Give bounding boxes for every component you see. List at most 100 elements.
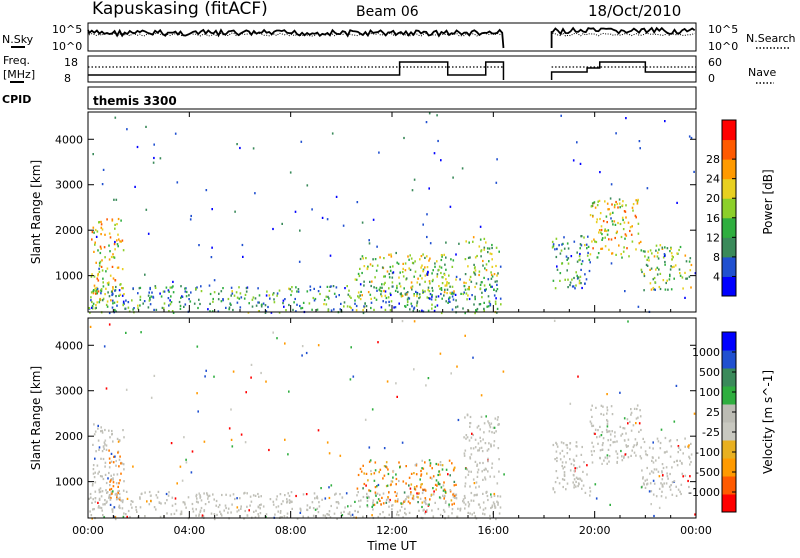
scatter-cell bbox=[490, 422, 493, 425]
nsky-trace bbox=[87, 26, 696, 49]
scatter-cell bbox=[444, 491, 447, 494]
scatter-cell bbox=[275, 498, 278, 501]
scatter-cell bbox=[436, 484, 438, 487]
scatter-cell bbox=[101, 269, 104, 272]
scatter-cell bbox=[457, 418, 460, 422]
scatter-cell bbox=[115, 498, 118, 501]
scatter-cell bbox=[452, 176, 454, 179]
scatter-cell bbox=[403, 491, 406, 494]
scatter-cell bbox=[409, 308, 411, 311]
scatter-cell bbox=[225, 306, 227, 309]
scatter-cell bbox=[113, 301, 116, 304]
scatter-cell bbox=[443, 481, 445, 484]
scatter-cell bbox=[97, 279, 100, 282]
scatter-cell bbox=[439, 463, 442, 467]
scatter-cell bbox=[115, 198, 118, 201]
scatter-cell bbox=[387, 497, 389, 500]
scatter-cell bbox=[144, 515, 146, 518]
scatter-cell bbox=[165, 492, 168, 496]
scatter-cell bbox=[154, 285, 157, 288]
scatter-cell bbox=[183, 501, 186, 504]
scatter-cell bbox=[286, 500, 289, 503]
scatter-cell bbox=[636, 442, 638, 445]
scatter-cell bbox=[311, 308, 313, 311]
scatter-cell bbox=[641, 270, 643, 274]
scatter-cell bbox=[121, 507, 124, 510]
scatter-cell bbox=[478, 270, 481, 273]
scatter-cell bbox=[208, 500, 210, 504]
scatter-cell bbox=[245, 287, 248, 290]
scatter-cell bbox=[477, 503, 480, 506]
scatter-cell bbox=[92, 508, 94, 511]
scatter-cell bbox=[451, 292, 453, 295]
colorbar-swatch bbox=[722, 458, 736, 477]
scatter-cell bbox=[646, 466, 648, 470]
scatter-cell bbox=[404, 305, 406, 308]
scatter-cell bbox=[147, 306, 150, 309]
scatter-cell bbox=[462, 498, 465, 501]
scatter-cell bbox=[567, 247, 570, 250]
scatter-cell bbox=[579, 275, 582, 278]
scatter-cell bbox=[661, 478, 664, 481]
scatter-cell bbox=[171, 496, 174, 499]
scatter-cell bbox=[116, 223, 118, 226]
scatter-cell bbox=[463, 291, 465, 294]
scatter-cell bbox=[125, 490, 128, 493]
scatter-cell bbox=[642, 437, 644, 440]
scatter-cell bbox=[554, 481, 557, 484]
scatter-cell bbox=[171, 310, 174, 313]
scatter-cell bbox=[670, 247, 672, 250]
scatter-cell bbox=[362, 464, 364, 467]
scatter-cell bbox=[619, 425, 622, 428]
scatter-cell bbox=[350, 504, 352, 507]
scatter-cell bbox=[262, 302, 265, 305]
scatter-cell bbox=[482, 264, 484, 267]
scatter-cell bbox=[453, 494, 456, 497]
scatter-cell bbox=[582, 484, 585, 487]
scatter-cell bbox=[468, 297, 471, 301]
scatter-cell bbox=[644, 450, 647, 453]
scatter-cell bbox=[409, 268, 412, 271]
scatter-cell bbox=[387, 496, 389, 499]
scatter-cell bbox=[438, 265, 441, 268]
scatter-cell bbox=[150, 499, 152, 503]
scatter-cell bbox=[659, 272, 662, 275]
scatter-cell bbox=[363, 265, 366, 268]
scatter-cell bbox=[608, 248, 610, 251]
scatter-cell bbox=[112, 286, 114, 289]
scatter-cell bbox=[625, 216, 627, 219]
scatter-cell bbox=[652, 461, 655, 464]
scatter-cell bbox=[666, 247, 669, 250]
scatter-cell bbox=[449, 300, 451, 303]
scatter-cell bbox=[374, 491, 377, 494]
scatter-cell bbox=[324, 514, 326, 517]
scatter-cell bbox=[638, 430, 640, 433]
scatter-cell bbox=[220, 300, 223, 303]
scatter-cell bbox=[358, 274, 361, 278]
scatter-cell bbox=[169, 286, 172, 289]
scatter-cell bbox=[287, 492, 289, 495]
scatter-cell bbox=[443, 253, 445, 256]
scatter-cell bbox=[670, 288, 673, 291]
scatter-cell bbox=[418, 509, 420, 512]
scatter-cell bbox=[623, 439, 626, 442]
scatter-cell bbox=[575, 284, 577, 287]
scatter-cell bbox=[121, 287, 123, 290]
scatter-cell bbox=[179, 513, 182, 516]
scatter-cell bbox=[470, 470, 472, 473]
scatter-cell bbox=[131, 299, 133, 302]
scatter-cell bbox=[379, 289, 381, 292]
scatter-cell bbox=[587, 245, 590, 248]
scatter-cell bbox=[579, 247, 581, 250]
colorbar-swatch bbox=[722, 276, 736, 297]
scatter-cell bbox=[104, 499, 106, 502]
x-axis-label: Time UT bbox=[366, 539, 417, 553]
scatter-cell bbox=[665, 466, 668, 469]
scatter-cell bbox=[424, 274, 427, 277]
scatter-cell bbox=[631, 225, 633, 228]
scatter-cell bbox=[601, 238, 603, 241]
scatter-cell bbox=[476, 307, 479, 311]
scatter-cell bbox=[350, 346, 352, 349]
scatter-cell bbox=[112, 256, 115, 259]
scatter-cell bbox=[198, 513, 201, 516]
